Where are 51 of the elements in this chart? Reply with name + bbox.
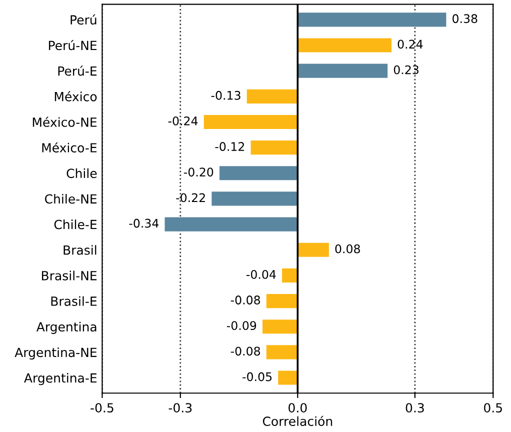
x-axis-title: Correlación [262,416,332,426]
data-label: -0.04 [246,270,276,279]
data-label: -0.12 [215,142,244,151]
y-tick-label: Perú-E [58,66,97,76]
data-label: -0.05 [242,372,272,382]
data-label: 0.08 [335,244,360,254]
y-tick-label: Perú-NE [48,40,97,50]
bar [262,320,298,334]
data-label: 0.38 [452,14,478,24]
bar [164,217,298,232]
data-label: -0.08 [230,346,260,356]
bar [298,242,329,257]
x-tick-label: -0.3 [168,403,192,413]
bar [298,64,388,78]
data-label: -0.22 [176,193,205,202]
bar [266,345,298,360]
bar [298,38,392,52]
bar [278,370,298,385]
y-tick-label: Brasil-E [51,296,97,306]
bar [250,140,298,155]
y-tick-label: Argentina-E [24,373,97,386]
y-tick-label: Argentina [36,322,96,334]
data-label: -0.20 [184,168,214,177]
y-tick-label: Brasil [64,245,96,255]
y-tick-label: México-E [42,142,97,152]
bar [246,89,298,104]
data-label: -0.09 [226,321,256,330]
data-label: 0.23 [394,65,418,74]
x-tick-label: 0.5 [484,403,502,413]
y-tick-label: Argentina-NE [14,347,97,360]
y-tick-label: Chile-NE [44,194,97,204]
data-label: -0.24 [168,116,198,126]
bar [282,268,298,282]
data-label: -0.13 [211,90,240,100]
bar [219,166,298,180]
x-tick-label: 0.3 [406,403,424,413]
x-tick-label: 0.0 [288,403,307,413]
y-tick-label: México [54,91,97,102]
y-tick-label: Chile-E [54,220,97,230]
bar [266,294,298,308]
bar [298,12,446,27]
bar [212,192,298,206]
y-tick-label: Perú [70,14,96,25]
data-label: -0.08 [230,296,260,304]
y-tick-label: Chile [66,168,97,178]
data-label: 0.24 [398,40,423,49]
bar [204,114,298,130]
y-tick-label: México-NE [32,116,97,127]
y-tick-label: Brasil-NE [42,270,97,280]
x-tick-label: -0.5 [90,403,114,413]
data-label: -0.34 [129,218,159,228]
